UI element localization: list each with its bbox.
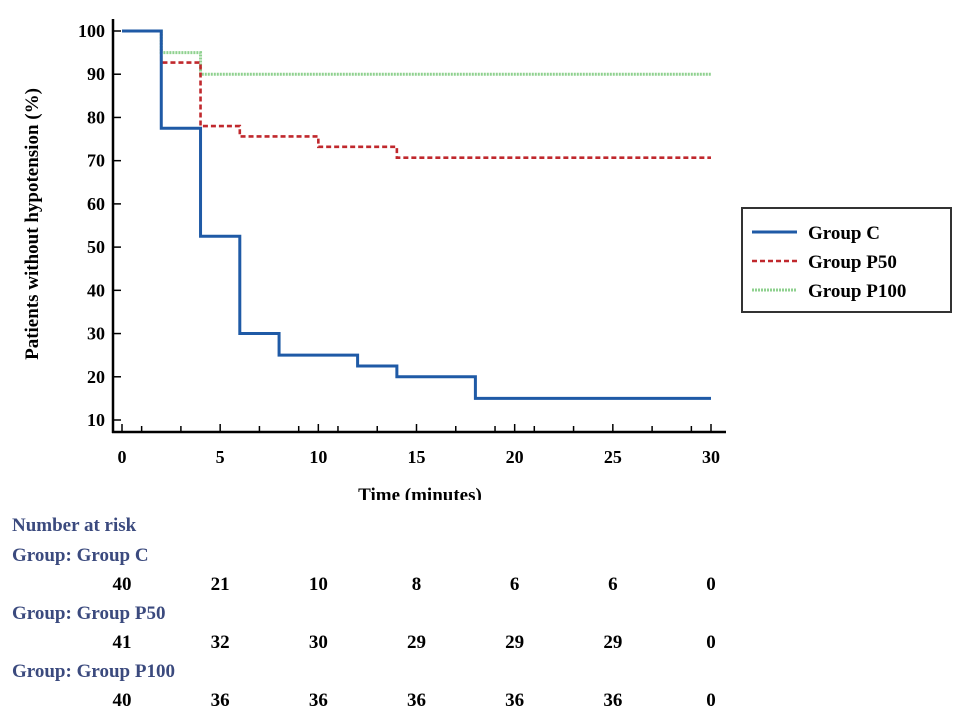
risk-count: 0 bbox=[706, 574, 716, 595]
risk-count: 40 bbox=[112, 574, 132, 595]
x-tick-label: 30 bbox=[702, 447, 720, 467]
y-tick-label: 80 bbox=[87, 107, 105, 127]
risk-count: 29 bbox=[603, 632, 623, 653]
y-tick-label: 10 bbox=[87, 410, 105, 430]
series-line-group-p100 bbox=[122, 29, 711, 76]
y-tick-label: 20 bbox=[87, 367, 105, 387]
risk-count: 8 bbox=[411, 574, 422, 595]
series-layer bbox=[122, 29, 711, 400]
risk-group-label: Group: Group C bbox=[12, 545, 149, 566]
x-axis-title: Time (minutes) bbox=[358, 485, 482, 500]
risk-count: 30 bbox=[308, 632, 328, 653]
y-tick-label: 90 bbox=[87, 64, 105, 84]
y-tick-label: 30 bbox=[87, 324, 105, 344]
legend-label: Group P50 bbox=[808, 252, 897, 273]
risk-count: 6 bbox=[509, 574, 520, 595]
risk-count: 0 bbox=[706, 632, 716, 653]
risk-count: 36 bbox=[210, 690, 230, 711]
x-tick-label: 20 bbox=[506, 447, 524, 467]
y-tick-label: 60 bbox=[87, 194, 105, 214]
risk-count: 40 bbox=[112, 690, 132, 711]
risk-count: 0 bbox=[706, 690, 716, 711]
axes: 10 20 30 40 50 60 70 80 90 100 0 5 10 15 20 25 30 bbox=[78, 19, 726, 467]
y-tick-label: 50 bbox=[87, 237, 105, 257]
risk-count: 29 bbox=[407, 632, 426, 653]
risk-count: 36 bbox=[603, 690, 623, 711]
risk-count: 6 bbox=[608, 574, 618, 595]
y-tick-label: 100 bbox=[78, 21, 105, 41]
risk-count: 41 bbox=[112, 632, 132, 653]
y-tick-label: 70 bbox=[87, 151, 105, 171]
legend-label: Group P100 bbox=[808, 281, 906, 302]
risk-count: 29 bbox=[505, 632, 525, 653]
series-line-group-p50 bbox=[122, 29, 711, 159]
km-chart: 10 20 30 40 50 60 70 80 90 100 0 5 10 15 20 25 30 Time (… bbox=[22, 19, 952, 500]
risk-count: 36 bbox=[308, 690, 328, 711]
risk-table-title: Number at risk bbox=[12, 515, 137, 536]
risk-group-label: Group: Group P50 bbox=[12, 603, 166, 624]
legend-label: Group C bbox=[808, 223, 880, 244]
risk-group-label: Group: Group P100 bbox=[12, 661, 175, 682]
series-line-group-c bbox=[122, 29, 711, 400]
x-tick-label: 0 bbox=[118, 447, 127, 467]
y-axis-title: Patients without hypotension (%) bbox=[22, 88, 43, 360]
risk-count: 36 bbox=[505, 690, 525, 711]
x-tick-label: 5 bbox=[216, 447, 225, 467]
y-tick-label: 40 bbox=[87, 280, 105, 300]
x-tick-label: 10 bbox=[309, 447, 327, 467]
x-tick-label: 15 bbox=[408, 447, 426, 467]
risk-count: 32 bbox=[210, 632, 230, 653]
risk-count: 21 bbox=[210, 574, 230, 595]
x-tick-label: 25 bbox=[604, 447, 622, 467]
legend: Group C Group P50 Group P100 bbox=[741, 207, 952, 313]
risk-count: 10 bbox=[308, 574, 328, 595]
risk-count: 36 bbox=[407, 690, 426, 711]
